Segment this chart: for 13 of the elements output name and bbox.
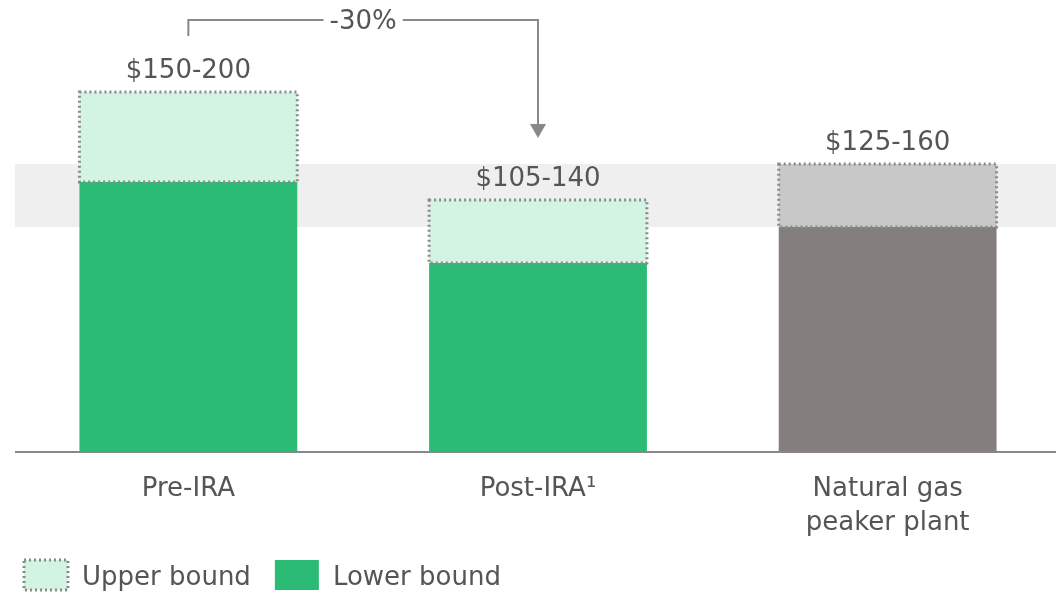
text: -30%: [329, 5, 397, 35]
total-label: $150-200: [125, 54, 251, 84]
x-tick-label: Pre-IRA: [141, 472, 236, 502]
total-label: $105-140: [475, 162, 601, 192]
bar: [79, 182, 298, 452]
legend-label: Lower bound: [332, 561, 501, 591]
bar: [427, 198, 649, 265]
x-tick-label: Post-IRA¹: [479, 472, 597, 502]
bar: [429, 263, 647, 452]
legend-label: Upper bound: [82, 561, 251, 591]
x-tick-label: Natural gas peaker plant: [805, 472, 970, 536]
bar: [77, 90, 299, 184]
total-label: $125-160: [825, 126, 951, 156]
